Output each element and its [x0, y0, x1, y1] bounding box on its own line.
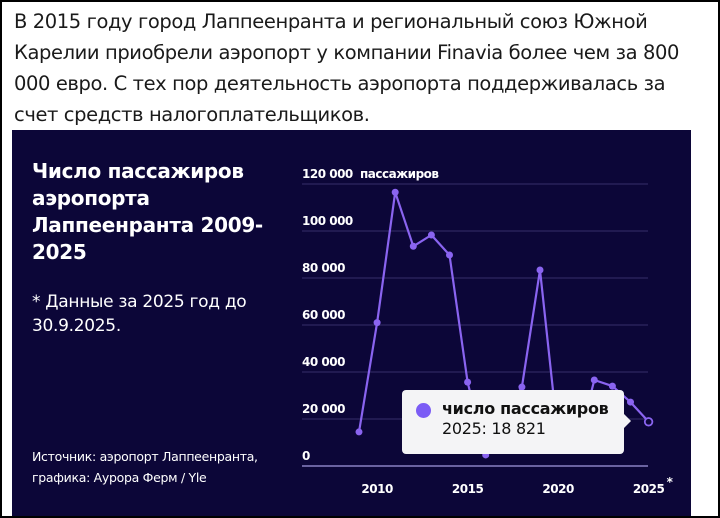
chart-title: Число пассажиров аэропорта Лаппеенранта … [32, 159, 263, 264]
chart-tooltip: число пассажиров 2025: 18 821 [402, 390, 631, 454]
line-chart[interactable]: 0 20 000 40 000 60 000 80 000 100 000 120 000 п… [12, 130, 691, 516]
chart-panel: Число пассажиров аэропорта Лаппеенранта … [12, 130, 691, 516]
series-dot-icon [416, 403, 431, 418]
source-line: Источник: аэропорт Лаппеенранта, [32, 449, 258, 464]
data-point[interactable] [355, 428, 363, 436]
data-point[interactable] [590, 376, 598, 384]
data-point[interactable] [464, 378, 472, 386]
y-tick-label: 0 [302, 449, 310, 463]
y-unit-label: пассажиров [360, 167, 439, 181]
footnote-marker: * [667, 475, 674, 489]
credit-line: графика: Аурора Ферм / Yle [32, 470, 207, 485]
x-tick-label: 2025 [633, 482, 665, 496]
data-point[interactable] [446, 251, 453, 259]
x-tick-label: 2010 [361, 482, 393, 496]
article-paragraph: В 2015 году город Лаппеенранта и региона… [14, 10, 679, 126]
data-point[interactable] [391, 188, 399, 196]
tooltip-value: 2025: 18 821 [442, 419, 546, 438]
tooltip-series-name: число пассажиров [442, 399, 609, 418]
data-point[interactable] [373, 319, 381, 327]
y-tick-label: 100 000 [302, 214, 353, 228]
chart-source: Источник: аэропорт Лаппеенранта, графика… [32, 446, 292, 488]
data-point[interactable] [608, 382, 616, 390]
data-point[interactable] [427, 231, 435, 239]
x-tick-label: 2015 [452, 482, 484, 496]
y-tick-label: 20 000 [302, 402, 345, 416]
data-point[interactable] [409, 242, 417, 250]
x-tick-label: 2020 [542, 482, 574, 496]
data-point[interactable] [518, 383, 526, 391]
data-point[interactable] [536, 266, 544, 274]
highlighted-data-point[interactable] [643, 417, 654, 427]
y-tick-label: 80 000 [302, 261, 345, 275]
y-tick-label: 120 000 [302, 167, 353, 181]
y-tick-label: 60 000 [302, 308, 345, 322]
y-tick-label: 40 000 [302, 355, 345, 369]
chart-note: * Данные за 2025 год до 30.9.2025. [32, 292, 247, 336]
data-point[interactable] [627, 398, 634, 406]
